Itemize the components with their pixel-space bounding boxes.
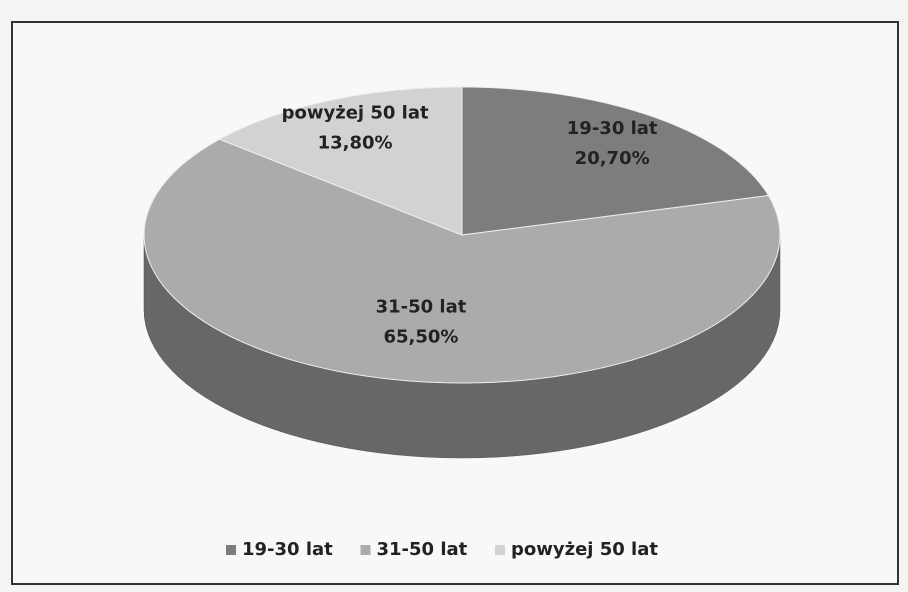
data-label-category: 19-30 lat xyxy=(567,118,658,139)
data-label-value: 13,80% xyxy=(318,133,393,154)
data-label-value: 65,50% xyxy=(383,327,458,348)
data-label-category: powyżej 50 lat xyxy=(282,103,429,124)
pie-slice xyxy=(461,86,770,236)
legend-label: powyżej 50 lat xyxy=(511,539,658,560)
pie-slice xyxy=(143,138,781,384)
pie-slice xyxy=(218,86,463,236)
legend: 19-30 lat 31-50 lat powyżej 50 lat xyxy=(226,539,658,560)
legend-swatch xyxy=(226,545,236,555)
legend-label: 19-30 lat xyxy=(242,539,333,560)
data-labels: 19-30 lat 20,70% 31-50 lat 65,50% powyżej 50… xyxy=(282,103,658,348)
legend-label: 31-50 lat xyxy=(377,539,468,560)
legend-swatch xyxy=(495,545,505,555)
data-label-value: 20,70% xyxy=(575,148,650,169)
legend-swatch xyxy=(360,545,371,555)
pie xyxy=(143,86,781,459)
data-label-category: 31-50 lat xyxy=(376,297,467,318)
